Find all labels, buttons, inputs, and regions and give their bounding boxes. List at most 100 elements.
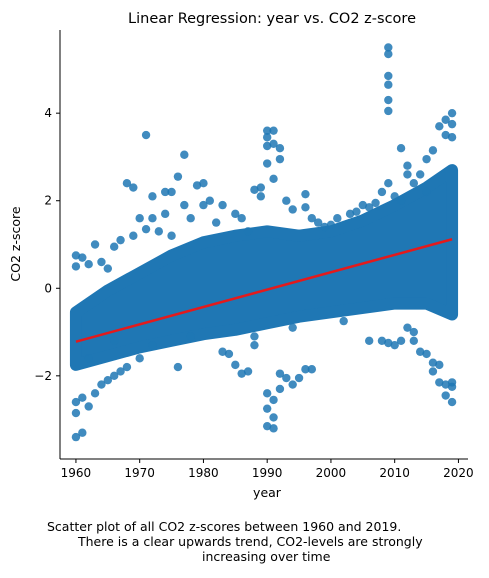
y-tick-label: 0 <box>44 281 52 295</box>
caption-line-2: There is a clear upwards trend, CO2-leve… <box>0 534 489 549</box>
data-point <box>212 218 220 226</box>
data-point <box>161 210 169 218</box>
y-tick-label: 2 <box>44 194 52 208</box>
data-point <box>352 207 360 215</box>
data-point <box>288 323 296 331</box>
data-point <box>231 361 239 369</box>
x-tick-label: 2000 <box>316 466 347 480</box>
data-point <box>257 183 265 191</box>
y-tick-label: 4 <box>44 106 52 120</box>
data-point <box>308 365 316 373</box>
data-point <box>186 214 194 222</box>
data-point <box>422 155 430 163</box>
data-point <box>110 337 118 345</box>
data-point <box>84 402 92 410</box>
data-point <box>269 126 277 134</box>
caption-line-3: increasing over time <box>0 549 489 564</box>
data-point <box>339 317 347 325</box>
caption-line-1: Scatter plot of all CO2 z-scores between… <box>0 519 489 534</box>
data-point <box>174 363 182 371</box>
data-point <box>244 227 252 235</box>
data-point <box>397 144 405 152</box>
data-point <box>218 201 226 209</box>
data-point <box>301 203 309 211</box>
data-point <box>288 380 296 388</box>
data-point <box>72 409 80 417</box>
y-ticks: −2 0 2 4 <box>34 106 60 383</box>
data-point <box>448 120 456 128</box>
x-tick-label: 2010 <box>379 466 410 480</box>
data-point <box>257 192 265 200</box>
data-point <box>301 190 309 198</box>
data-point <box>148 192 156 200</box>
data-point <box>441 391 449 399</box>
data-point <box>276 155 284 163</box>
data-point <box>397 197 405 205</box>
data-point <box>365 203 373 211</box>
data-point <box>448 133 456 141</box>
data-point <box>384 81 392 89</box>
data-point <box>78 429 86 437</box>
data-point <box>403 170 411 178</box>
data-point <box>263 404 271 412</box>
x-tick-label: 2020 <box>443 466 474 480</box>
x-tick-label: 1990 <box>252 466 283 480</box>
data-point <box>78 394 86 402</box>
data-point <box>142 225 150 233</box>
data-point <box>378 188 386 196</box>
data-point <box>199 179 207 187</box>
data-point <box>422 188 430 196</box>
data-point <box>97 258 105 266</box>
data-point <box>250 341 258 349</box>
data-point <box>269 424 277 432</box>
data-point <box>129 183 137 191</box>
data-point <box>269 413 277 421</box>
data-point <box>148 214 156 222</box>
data-point <box>448 109 456 117</box>
data-point <box>91 389 99 397</box>
data-point <box>84 354 92 362</box>
data-point <box>429 367 437 375</box>
data-point <box>308 214 316 222</box>
data-point <box>148 341 156 349</box>
data-point <box>384 107 392 115</box>
data-point <box>365 337 373 345</box>
data-point <box>142 131 150 139</box>
data-point <box>186 332 194 340</box>
data-point <box>174 172 182 180</box>
data-point <box>116 236 124 244</box>
data-point <box>327 221 335 229</box>
data-point <box>269 175 277 183</box>
scatter-chart: Linear Regression: year vs. CO2 z-score … <box>0 0 489 515</box>
data-point <box>416 170 424 178</box>
data-point <box>384 72 392 80</box>
data-point <box>91 240 99 248</box>
data-point <box>250 332 258 340</box>
data-point <box>410 337 418 345</box>
x-tick-label: 1980 <box>188 466 219 480</box>
data-point <box>435 122 443 130</box>
data-point <box>276 144 284 152</box>
y-tick-label: −2 <box>34 369 52 383</box>
x-axis-label: year <box>253 485 282 500</box>
data-point <box>448 378 456 386</box>
data-point <box>135 214 143 222</box>
data-point <box>167 188 175 196</box>
data-point <box>333 214 341 222</box>
data-point <box>269 396 277 404</box>
figure-caption: Scatter plot of all CO2 z-scores between… <box>0 519 489 564</box>
chart-title: Linear Regression: year vs. CO2 z-score <box>128 11 416 27</box>
data-point <box>429 146 437 154</box>
data-point <box>218 348 226 356</box>
data-point <box>435 361 443 369</box>
data-point <box>384 179 392 187</box>
data-point <box>237 214 245 222</box>
data-point <box>410 179 418 187</box>
x-tick-label: 1960 <box>61 466 92 480</box>
data-point <box>384 50 392 58</box>
data-point <box>295 374 303 382</box>
y-axis-label: CO2 z-score <box>8 206 23 281</box>
data-point <box>135 354 143 362</box>
data-point <box>403 162 411 170</box>
data-point <box>84 260 92 268</box>
